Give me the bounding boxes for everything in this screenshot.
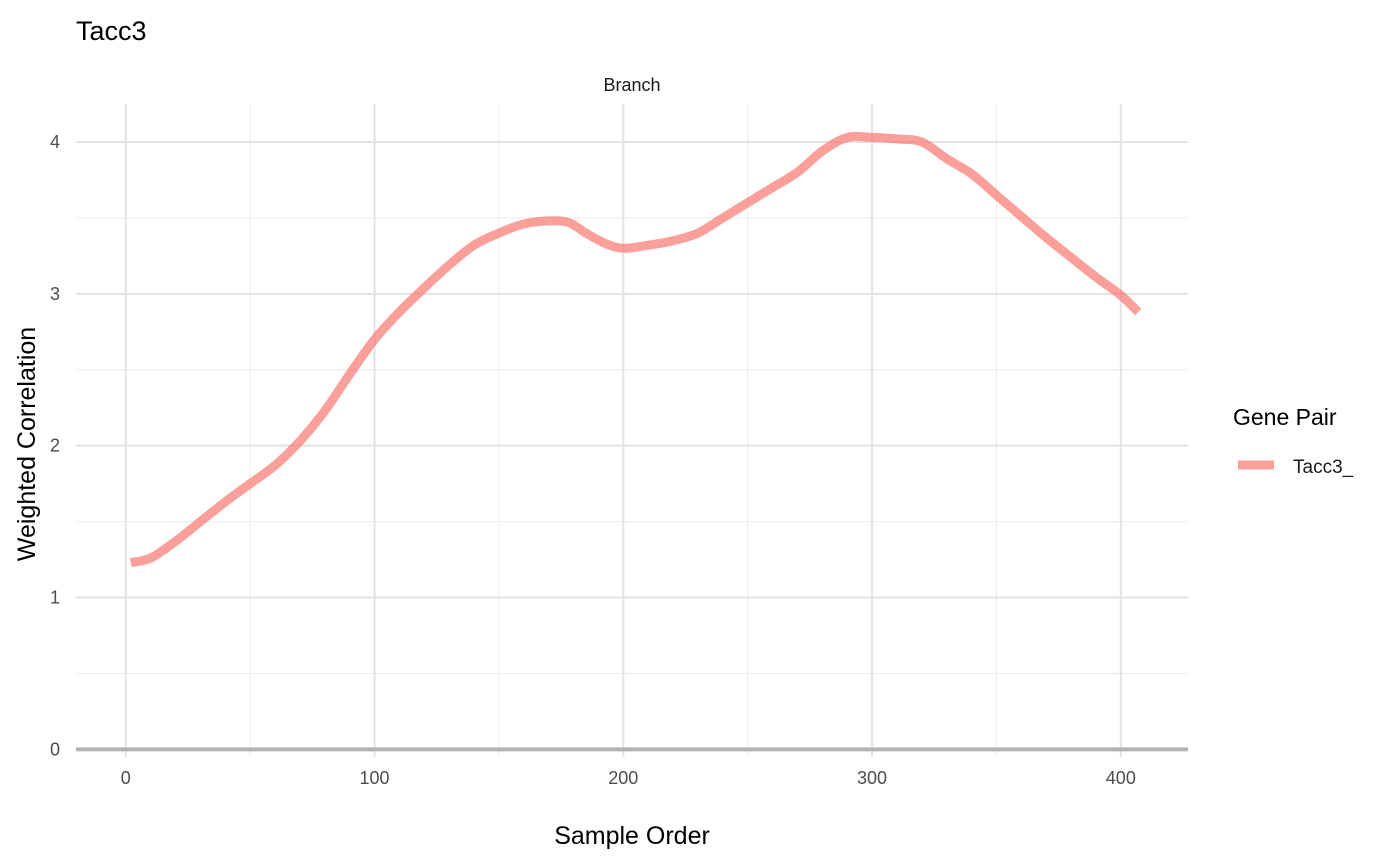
x-tick-label: 200 — [608, 768, 638, 788]
x-tick-label: 300 — [857, 768, 887, 788]
x-axis-ticks: 0 100 200 300 400 — [121, 768, 1136, 788]
y-tick-label: 0 — [50, 739, 60, 759]
facet-label: Branch — [603, 75, 660, 95]
x-tick-label: 400 — [1106, 768, 1136, 788]
legend-item-label: Tacc3_ — [1293, 457, 1354, 478]
x-tick-label: 0 — [121, 768, 131, 788]
x-axis-title: Sample Order — [554, 822, 710, 850]
y-tick-label: 3 — [50, 284, 60, 304]
y-tick-label: 1 — [50, 588, 60, 608]
y-tick-label: 2 — [50, 436, 60, 456]
series-line-tacc3- — [129, 131, 1142, 568]
chart-title: Tacc3 — [76, 16, 147, 46]
series-layer — [129, 131, 1142, 568]
y-axis-ticks: 0 1 2 3 4 — [50, 132, 60, 759]
x-tick-label: 100 — [360, 768, 390, 788]
legend: Gene Pair Tacc3_ — [1233, 404, 1354, 478]
y-axis-title: Weighted Correlation — [13, 327, 41, 561]
major-gridlines — [76, 104, 1188, 757]
legend-title: Gene Pair — [1233, 404, 1337, 430]
minor-gridlines — [76, 104, 1188, 757]
y-tick-label: 4 — [50, 132, 60, 152]
